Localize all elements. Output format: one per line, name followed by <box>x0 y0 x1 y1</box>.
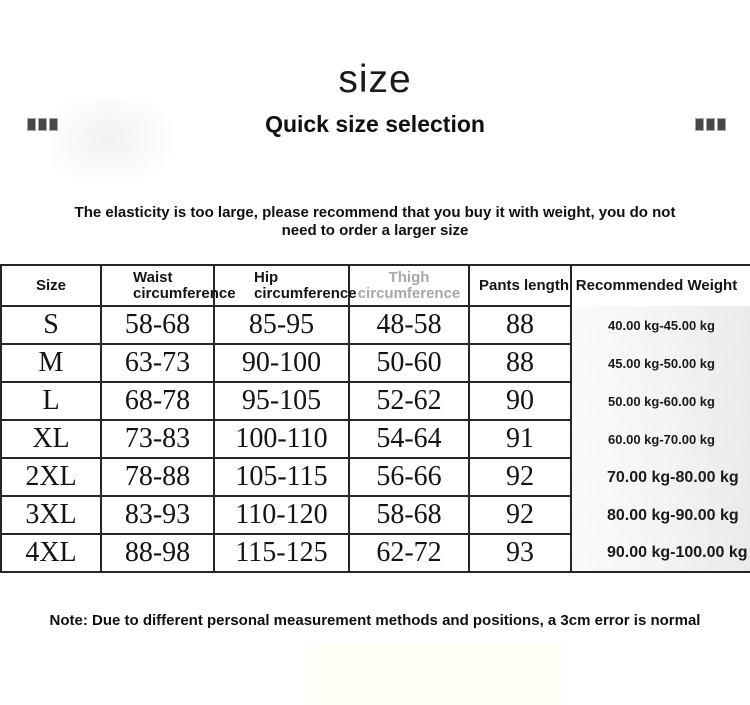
table-row-3xl: 3XL 83-93 110-120 58-68 92 80.00 kg-90.0… <box>1 496 750 535</box>
pants-length-cell: 92 <box>469 496 572 535</box>
table-row-2xl: 2XL 78-88 105-115 56-66 92 70.00 kg-80.0… <box>1 458 750 497</box>
pants-length-cell: 88 <box>469 344 572 383</box>
weight-cell: 60.00 kg-70.00 kg <box>571 420 750 458</box>
waist-cell: 88-98 <box>101 534 215 573</box>
header-pants-length: Pants length <box>469 265 572 307</box>
waist-cell: 78-88 <box>101 458 215 497</box>
size-cell: M <box>1 344 102 383</box>
waist-cell: 73-83 <box>101 420 215 459</box>
size-cell: 4XL <box>1 534 102 573</box>
square-icon <box>38 118 47 131</box>
thigh-cell: 48-58 <box>349 306 470 345</box>
thigh-cell: 58-68 <box>349 496 470 535</box>
header-recommended-weight: Recommended Weight <box>575 277 738 294</box>
hip-cell: 105-115 <box>214 458 350 497</box>
weight-cell: 50.00 kg-60.00 kg <box>571 382 750 420</box>
scan-artifact-tint <box>308 644 563 705</box>
thigh-cell: 50-60 <box>349 344 470 383</box>
thigh-cell: 62-72 <box>349 534 470 573</box>
size-table-wrapper: Size Waist circumference Hip circumferen… <box>0 264 750 573</box>
measurement-error-note: Note: Due to different personal measurem… <box>49 612 701 629</box>
header-waist-circumference: Waist circumference <box>101 265 236 307</box>
square-icon <box>695 118 704 131</box>
hip-cell: 110-120 <box>214 496 350 535</box>
waist-cell: 68-78 <box>101 382 215 421</box>
pants-length-cell: 88 <box>469 306 572 345</box>
thigh-cell: 52-62 <box>349 382 470 421</box>
thigh-cell: 56-66 <box>349 458 470 497</box>
hip-cell: 90-100 <box>214 344 350 383</box>
size-cell: 2XL <box>1 458 102 497</box>
squares-ornament-right-icon <box>695 118 726 131</box>
weight-cell: 45.00 kg-50.00 kg <box>571 344 750 382</box>
thigh-cell: 54-64 <box>349 420 470 459</box>
square-icon <box>706 118 715 131</box>
waist-cell: 63-73 <box>101 344 215 383</box>
size-cell: L <box>1 382 102 421</box>
size-cell: 3XL <box>1 496 102 535</box>
elasticity-notice: The elasticity is too large, please reco… <box>74 204 676 239</box>
size-table: Size Waist circumference Hip circumferen… <box>0 264 750 573</box>
hip-cell: 115-125 <box>214 534 350 573</box>
table-row-s: S 58-68 85-95 48-58 88 40.00 kg-45.00 kg <box>1 306 750 345</box>
header-row: Size Waist circumference Hip circumferen… <box>1 265 750 307</box>
hip-cell: 100-110 <box>214 420 350 459</box>
weight-cell: 70.00 kg-80.00 kg <box>571 458 750 496</box>
weight-cell: 40.00 kg-45.00 kg <box>571 306 750 344</box>
table-row-4xl: 4XL 88-98 115-125 62-72 93 90.00 kg-100.… <box>1 534 750 573</box>
size-cell: S <box>1 306 102 345</box>
weight-cell: 80.00 kg-90.00 kg <box>571 496 750 534</box>
weight-cell: 90.00 kg-100.00 kg <box>571 534 750 572</box>
size-cell: XL <box>1 420 102 459</box>
hip-cell: 95-105 <box>214 382 350 421</box>
header-hip-circumference: Hip circumference <box>214 265 357 307</box>
square-icon <box>27 118 36 131</box>
page-title: size <box>338 58 412 101</box>
pants-length-cell: 93 <box>469 534 572 573</box>
square-icon <box>717 118 726 131</box>
pants-length-cell: 92 <box>469 458 572 497</box>
pants-length-cell: 90 <box>469 382 572 421</box>
header-thigh-circumference: Thigh circumference <box>349 265 470 307</box>
squares-ornament-left-icon <box>27 118 58 131</box>
waist-cell: 58-68 <box>101 306 215 345</box>
table-row-m: M 63-73 90-100 50-60 88 45.00 kg-50.00 k… <box>1 344 750 383</box>
waist-cell: 83-93 <box>101 496 215 535</box>
table-row-l: L 68-78 95-105 52-62 90 50.00 kg-60.00 k… <box>1 382 750 421</box>
subtitle: Quick size selection <box>265 111 485 137</box>
pants-length-cell: 91 <box>469 420 572 459</box>
square-icon <box>49 118 58 131</box>
hip-cell: 85-95 <box>214 306 350 345</box>
header-size: Size <box>1 265 102 307</box>
table-row-xl: XL 73-83 100-110 54-64 91 60.00 kg-70.00… <box>1 420 750 459</box>
